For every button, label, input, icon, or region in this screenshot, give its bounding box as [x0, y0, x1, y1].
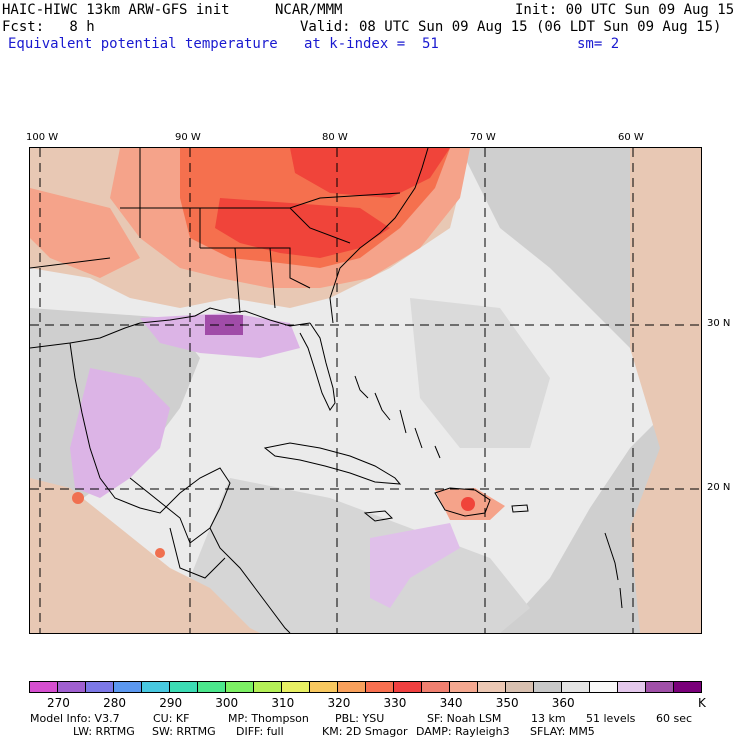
field-red-mexico-1 — [72, 492, 84, 504]
smoothing-label: sm= 2 — [577, 36, 620, 52]
coastlines — [30, 148, 623, 633]
model-info-item: PBL: YSU — [335, 712, 385, 725]
model-info-item: Model Info: V3.7 — [30, 712, 120, 725]
model-info-item: MP: Thompson — [228, 712, 309, 725]
lon-label-60w: 60 W — [618, 132, 644, 143]
colorbar-tick-label: 280 — [103, 696, 127, 710]
colorbar-swatch — [534, 682, 562, 692]
colorbar-swatch — [142, 682, 170, 692]
mexico-borders — [129, 477, 226, 579]
model-info-item: DIFF: full — [236, 725, 284, 738]
field-lilac-west-gulf — [70, 368, 170, 498]
organization-label: NCAR/MMM — [275, 2, 343, 18]
us-gulf-coast — [30, 307, 311, 349]
colorbar-swatch — [478, 682, 506, 692]
lesser-antilles — [604, 532, 623, 609]
colorbar-swatch — [58, 682, 86, 692]
central-america — [209, 527, 291, 633]
colorbar-swatch — [226, 682, 254, 692]
colorbar-swatch — [198, 682, 226, 692]
field-tan-mexico — [30, 478, 260, 633]
colorbar-unit: K — [698, 696, 706, 710]
colorbar-tick-label: 350 — [495, 696, 519, 710]
colorbar-swatch — [282, 682, 310, 692]
lon-label-90w: 90 W — [175, 132, 201, 143]
colorbar-swatch — [114, 682, 142, 692]
jamaica — [363, 510, 394, 522]
model-info-item: 60 sec — [656, 712, 693, 725]
colorbar-swatch — [674, 682, 701, 692]
colorbar-swatch — [590, 682, 618, 692]
model-info-item: 51 levels — [586, 712, 636, 725]
colorbar-tick-label: 310 — [271, 696, 295, 710]
field-lilac-caribbean — [370, 523, 460, 608]
colorbar-tick-label: 330 — [383, 696, 407, 710]
colorbar-tick-label: 340 — [439, 696, 463, 710]
lat-lon-grid — [30, 148, 701, 633]
colorbar-swatch — [618, 682, 646, 692]
lat-label-20n: 20 N — [707, 482, 731, 493]
field-salmon-texas — [30, 188, 140, 278]
colorbar-tick-label: 300 — [215, 696, 239, 710]
model-info-item: LW: RRTMG — [73, 725, 135, 738]
colorbar-swatch — [86, 682, 114, 692]
colorbar-swatch — [646, 682, 674, 692]
field-red-hispaniola — [461, 497, 475, 511]
init-time: Init: 00 UTC Sun 09 Aug 15 — [515, 2, 735, 18]
colorbar-tick-label: 270 — [47, 696, 70, 710]
model-info-item: SW: RRTMG — [152, 725, 216, 738]
field-name: Equivalent potential temperature — [8, 36, 278, 52]
colorbar-swatch — [338, 682, 366, 692]
us-east-coast — [329, 148, 429, 324]
field-tan-far-east — [630, 148, 701, 633]
lon-label-80w: 80 W — [322, 132, 348, 143]
bahamas — [354, 375, 441, 459]
cuba — [263, 442, 402, 485]
colorbar-tick-label: 320 — [327, 696, 351, 710]
colorbar — [29, 681, 702, 693]
field-red-mexico-2 — [155, 548, 165, 558]
field-red-north — [290, 148, 450, 198]
colorbar-swatch — [30, 682, 58, 692]
field-gray-central-atlantic — [410, 298, 550, 448]
colorbar-swatch — [394, 682, 422, 692]
field-purple-louisiana — [205, 315, 243, 335]
valid-time: Valid: 08 UTC Sun 09 Aug 15 (06 LDT Sun … — [300, 19, 722, 35]
level-label: at k-index = 51 — [304, 36, 439, 52]
hispaniola — [434, 487, 491, 517]
field-lilac-north-gulf — [140, 313, 300, 358]
map-canvas — [30, 148, 701, 633]
model-info-item: SFLAY: MM5 — [530, 725, 595, 738]
field-gray-caribbean — [190, 478, 530, 633]
model-info-item: KM: 2D Smagor — [322, 725, 408, 738]
colorbar-tick-label: 360 — [551, 696, 575, 710]
colorbar-swatch — [170, 682, 198, 692]
colorbar-swatch — [422, 682, 450, 692]
model-title: HAIC-HIWC 13km ARW-GFS init — [2, 2, 230, 18]
theta-e-map — [29, 147, 702, 634]
colorbar-tick-label: 290 — [159, 696, 183, 710]
colorbar-swatch — [506, 682, 534, 692]
colorbar-swatch — [366, 682, 394, 692]
lon-label-70w: 70 W — [470, 132, 496, 143]
colorbar-swatch — [254, 682, 282, 692]
texas-mexico-coast — [69, 342, 231, 529]
puerto-rico — [511, 504, 529, 513]
model-info-item: DAMP: Rayleigh3 — [416, 725, 510, 738]
model-info-item: SF: Noah LSM — [427, 712, 502, 725]
colorbar-swatch — [310, 682, 338, 692]
state-lines — [30, 148, 401, 314]
model-info-item: 13 km — [531, 712, 566, 725]
field-red-southeast — [215, 198, 390, 258]
model-info-item: CU: KF — [153, 712, 190, 725]
lon-label-100w: 100 W — [26, 132, 59, 143]
lat-label-30n: 30 N — [707, 318, 731, 329]
florida — [299, 322, 336, 411]
colorbar-swatch — [450, 682, 478, 692]
forecast-hour: Fcst: 8 h — [2, 19, 95, 35]
colorbar-swatch — [562, 682, 590, 692]
